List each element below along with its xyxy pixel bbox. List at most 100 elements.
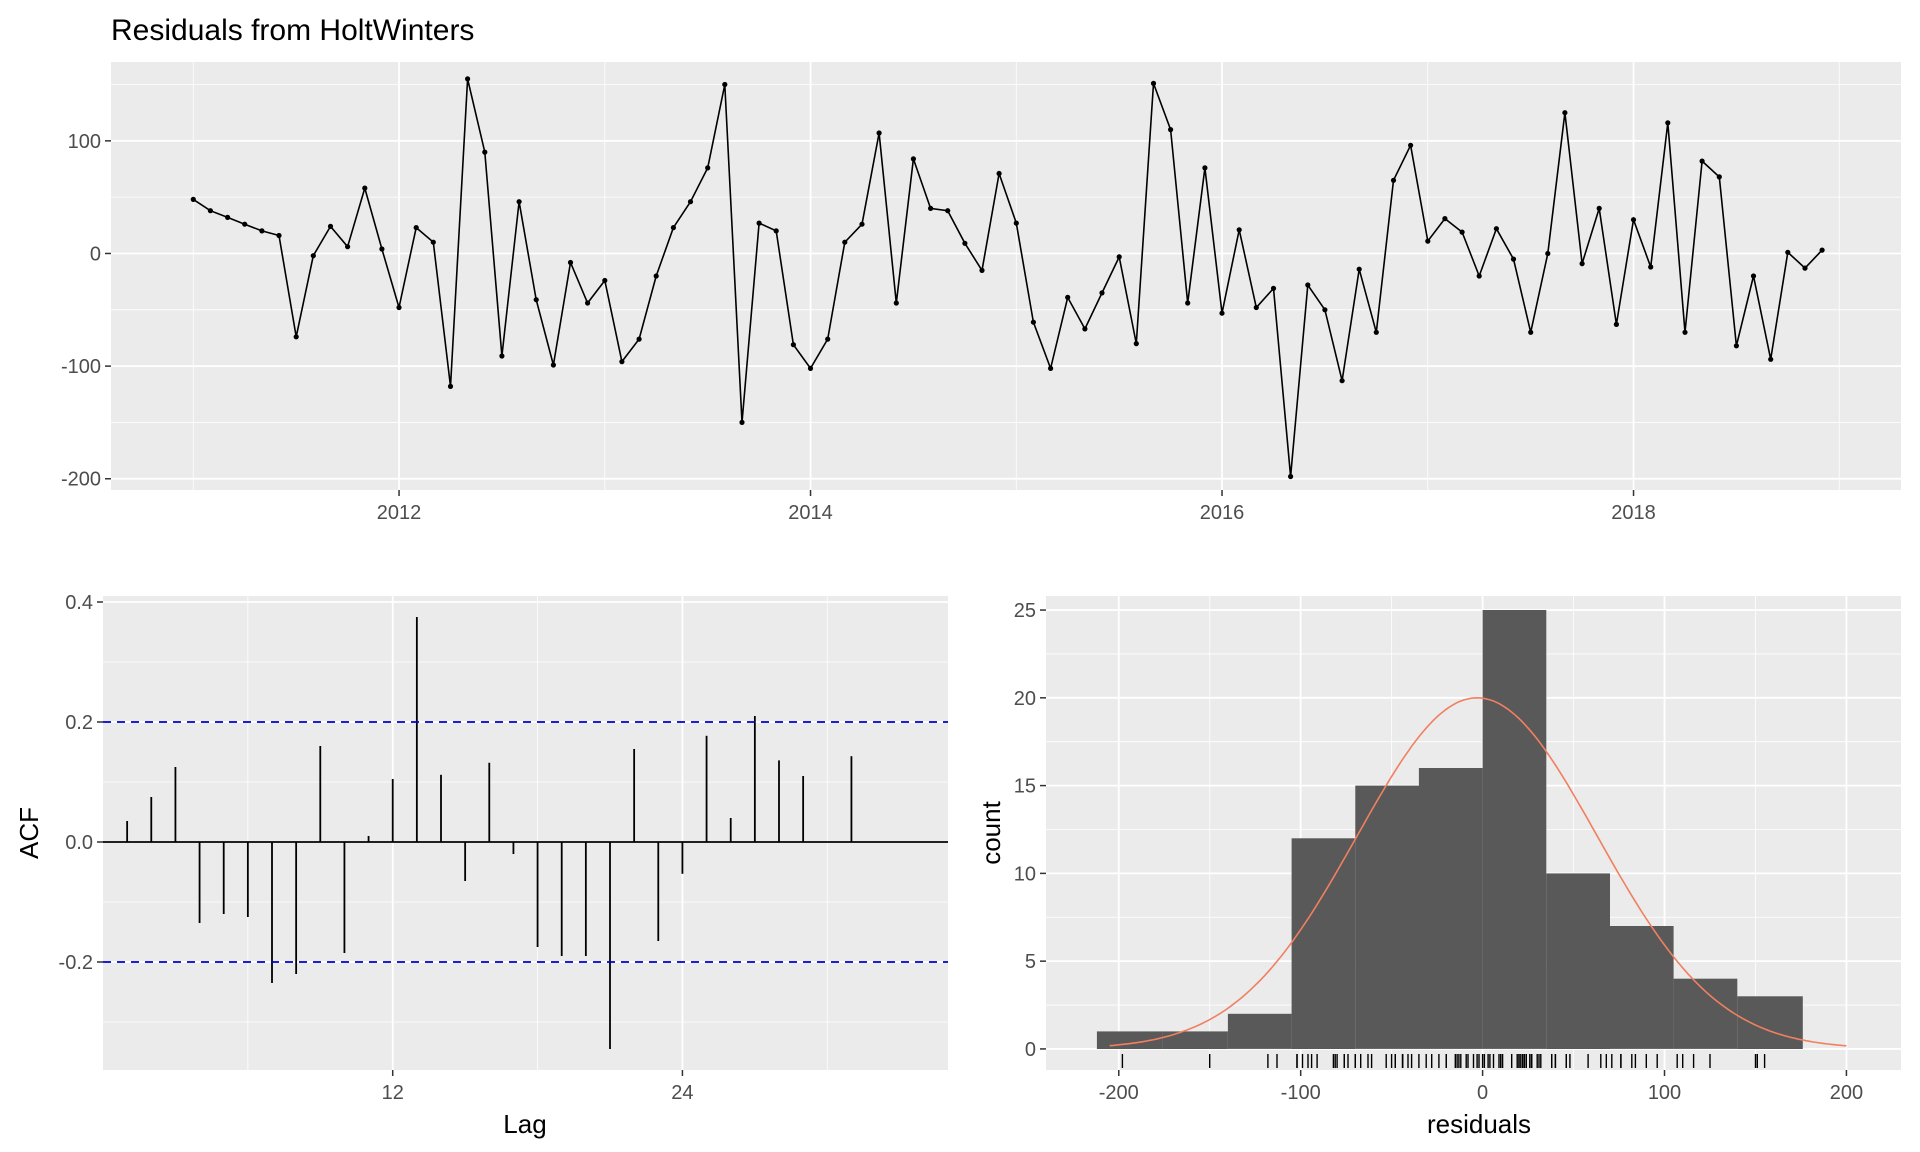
residual-point (516, 199, 522, 205)
residual-point (413, 225, 419, 231)
time-series-panel: 2012 2014 2016 2018 -200 -100 0 100 (61, 62, 1901, 524)
density-curve-line (1109, 696, 1847, 1047)
residual-line (192, 78, 1823, 477)
time-series-y-tick-label: -100 (61, 356, 101, 378)
residual-point (687, 199, 694, 205)
residual-point (1408, 142, 1414, 148)
rug-marks (1121, 1054, 1766, 1068)
residual-point (1168, 127, 1174, 133)
residual-series (190, 76, 1825, 480)
residual-point (310, 253, 316, 259)
histogram-x-tick-label: 200 (1830, 1082, 1863, 1104)
residual-point (190, 196, 196, 202)
histogram-x-tick-label: -100 (1281, 1082, 1321, 1104)
residual-point (327, 223, 334, 229)
residual-point (1116, 254, 1122, 260)
histogram-bar (1609, 926, 1674, 1049)
time-series-x-tick-label: 2016 (1200, 502, 1245, 524)
residual-point (1048, 365, 1054, 371)
acf-panel: 12 24 -0.2 0.0 0.2 0.4 Lag ACF (14, 592, 948, 1139)
acf-y-tick-label: -0.2 (59, 952, 93, 974)
residual-point (1819, 247, 1825, 253)
residual-point (1390, 177, 1397, 183)
acf-bars (103, 617, 948, 1049)
histogram-panel: -200 -100 0 100 200 0 5 10 15 20 25 residuals coun… (976, 596, 1901, 1139)
time-series-grid (111, 62, 1901, 490)
residual-point (207, 208, 213, 214)
residual-point (893, 300, 899, 306)
residual-point (345, 244, 351, 250)
histogram-bar (1291, 838, 1356, 1049)
time-series-ticks: 2012 2014 2016 2018 -200 -100 0 100 (61, 131, 1656, 524)
residual-point (550, 362, 557, 368)
residual-point (1442, 216, 1448, 222)
histogram-ticks: -200 -100 0 100 200 0 5 10 15 20 25 (1014, 600, 1863, 1104)
time-series-x-tick-label: 2018 (1611, 502, 1656, 524)
residual-point (1579, 261, 1585, 267)
residual-point (1425, 238, 1431, 244)
histogram-y-tick-label: 25 (1014, 600, 1036, 622)
residual-point (259, 228, 265, 234)
residual-point (379, 246, 385, 252)
histogram-y-tick-label: 10 (1014, 863, 1036, 885)
residual-point (533, 297, 539, 303)
residual-point (1373, 329, 1379, 335)
acf-y-tick-label: 0.4 (65, 592, 93, 614)
residual-point (1630, 217, 1637, 223)
residual-point (585, 300, 591, 306)
acf-y-tick-label: 0.2 (65, 712, 93, 734)
histogram-bars (1096, 610, 1803, 1049)
residual-point (1459, 229, 1465, 235)
acf-plot-background (103, 596, 948, 1070)
residual-point (1219, 310, 1225, 316)
figure-title: Residuals from HoltWinters (111, 14, 474, 47)
histogram-bar (1737, 996, 1803, 1049)
residual-point (1322, 307, 1328, 313)
residual-point (1185, 300, 1191, 306)
residual-point (739, 419, 745, 425)
residual-point (1476, 273, 1482, 279)
time-series-plot-background (111, 62, 1901, 490)
residual-point (1682, 329, 1688, 335)
residual-point (876, 130, 882, 136)
residual-point (1768, 356, 1774, 362)
histogram-x-tick-label: 100 (1648, 1082, 1681, 1104)
histogram-bar (1162, 1031, 1228, 1049)
time-series-x-tick-label: 2012 (377, 502, 422, 524)
residual-point (653, 273, 659, 279)
residual-point (465, 76, 471, 82)
time-series-x-tick-label: 2014 (788, 502, 833, 524)
residual-point (1270, 285, 1277, 291)
residual-point (636, 336, 642, 342)
residual-point (225, 214, 231, 220)
residual-point (430, 239, 436, 245)
residual-point (1288, 473, 1294, 480)
residual-point (910, 156, 917, 162)
residual-point (1339, 378, 1345, 384)
residual-point (619, 359, 625, 365)
residual-point (1133, 341, 1139, 347)
histogram-y-axis-title: count (976, 800, 1006, 864)
residual-point (1493, 226, 1499, 232)
residual-point (1750, 273, 1757, 279)
residual-point (1356, 266, 1362, 272)
time-series-y-tick-label: 0 (90, 243, 101, 265)
acf-y-tick-label: 0.0 (65, 832, 93, 854)
residual-point (1596, 205, 1602, 211)
time-series-y-tick-label: -200 (61, 469, 101, 491)
histogram-x-tick-label: 0 (1477, 1082, 1488, 1104)
residual-point (842, 239, 848, 245)
residual-point (1699, 158, 1705, 164)
histogram-bar (1096, 1031, 1163, 1049)
acf-x-axis-title: Lag (503, 1109, 546, 1139)
residual-point (276, 232, 282, 239)
residual-point (499, 353, 505, 359)
residual-point (962, 240, 968, 246)
residual-point (996, 170, 1002, 177)
residual-point (825, 336, 831, 342)
residual-point (1613, 321, 1619, 327)
histogram-bar (1418, 768, 1483, 1049)
residual-point (447, 383, 454, 389)
normal-density-curve (1109, 696, 1847, 1047)
